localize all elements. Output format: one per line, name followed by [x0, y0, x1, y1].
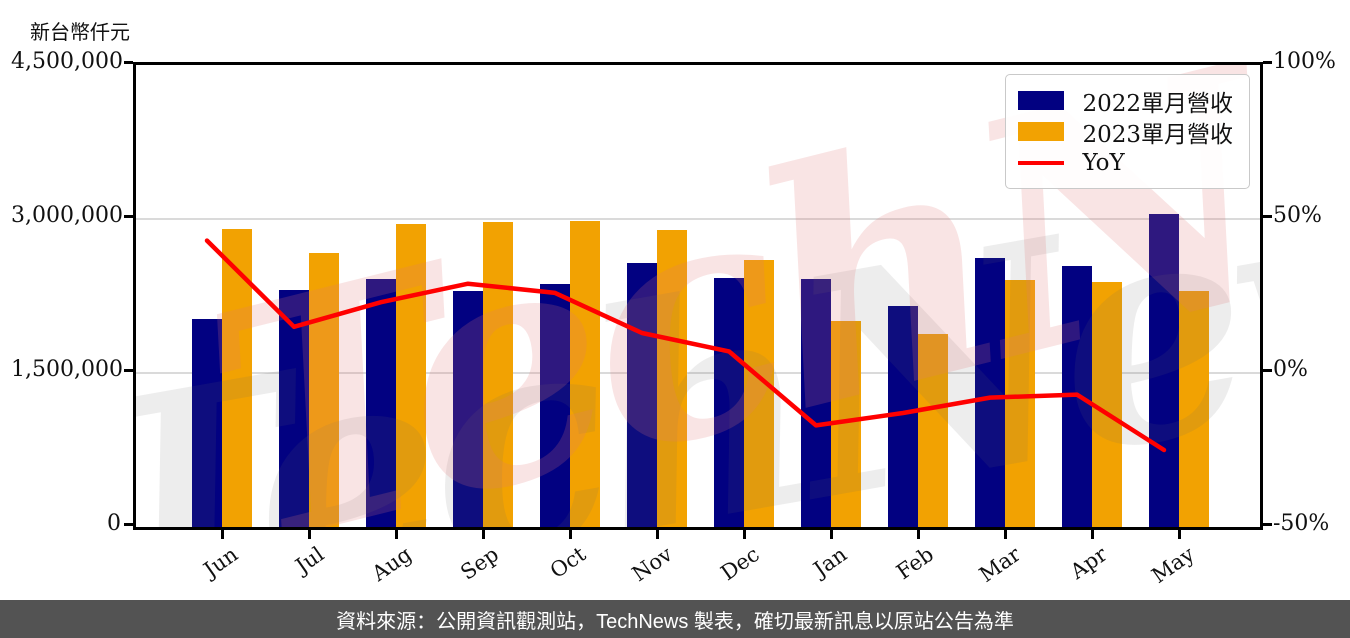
bar-2022單月營收-Mar [975, 258, 1005, 527]
yoy-line [204, 238, 1167, 453]
x-axis-label-jul: Jul [291, 542, 329, 579]
x-axis-tick [482, 530, 485, 539]
y-axis-tick [124, 523, 133, 526]
legend-label-2022: 2022單月營收 [1082, 90, 1233, 117]
bar-2023單月營收-Nov [657, 230, 687, 527]
bar-2023單月營收-Feb [918, 334, 948, 527]
right-axis-tick-label: 0% [1273, 357, 1308, 382]
y-axis-tick [124, 369, 133, 372]
bar-2022單月營收-Oct [540, 283, 570, 527]
plot-area: TechNews TechNews 2022單月營收 2023單月營收 YoY [133, 62, 1263, 530]
x-axis-label-jan: Jan [808, 542, 851, 582]
bar-2022單月營收-Jul [279, 289, 309, 527]
legend-label-2023: 2023單月營收 [1082, 121, 1233, 148]
x-axis-label-apr: Apr [1066, 542, 1112, 584]
y-axis-tick-label: 1,500,000 [11, 357, 123, 382]
bar-2023單月營收-Sep [483, 222, 513, 527]
legend-item-yoy: YoY [1018, 147, 1233, 178]
legend-label-yoy: YoY [1082, 149, 1125, 176]
x-axis-label-aug: Aug [367, 542, 416, 586]
x-axis-label-mar: Mar [974, 542, 1025, 587]
bar-2023單月營收-Aug [396, 224, 426, 527]
bar-2022單月營收-Nov [627, 263, 657, 527]
legend-swatch-2023 [1018, 122, 1065, 141]
x-axis-label-feb: Feb [891, 542, 938, 585]
right-axis-tick [1263, 523, 1272, 526]
x-axis-tick [1178, 530, 1181, 539]
bar-2023單月營收-Apr [1092, 281, 1122, 527]
gridline [136, 372, 1260, 374]
gridline [136, 218, 1260, 220]
legend-item-2023: 2023單月營收 [1018, 116, 1233, 148]
right-axis-tick-label: 50% [1273, 203, 1322, 228]
x-axis-label-jun: Jun [198, 542, 242, 583]
x-axis-tick [395, 530, 398, 539]
x-axis-tick [221, 530, 224, 539]
x-axis-tick [1004, 530, 1007, 539]
bar-2023單月營收-Oct [570, 221, 600, 527]
bar-2022單月營收-Dec [714, 277, 744, 527]
right-axis-tick-label: 100% [1273, 49, 1336, 74]
bar-2023單月營收-Mar [1005, 279, 1035, 527]
right-axis-tick [1263, 369, 1272, 372]
bar-2022單月營收-May [1149, 213, 1179, 527]
bar-2023單月營收-Jul [309, 252, 339, 527]
legend: 2022單月營收 2023單月營收 YoY [1005, 74, 1250, 189]
y-axis-tick [124, 61, 133, 64]
footer-text: 資料來源：公開資訊觀測站，TechNews 製表，確切最新訊息以原站公告為準 [336, 610, 1014, 633]
x-axis-label-dec: Dec [716, 542, 764, 586]
x-axis-label-nov: Nov [627, 542, 677, 587]
x-axis-tick [830, 530, 833, 539]
x-axis-tick [1091, 530, 1094, 539]
bar-2022單月營收-Sep [453, 290, 483, 527]
x-axis-tick [656, 530, 659, 539]
x-axis-tick [743, 530, 746, 539]
legend-swatch-2022 [1018, 91, 1065, 110]
y-axis-tick [124, 215, 133, 218]
y-axis-tick-label: 0 [107, 511, 121, 536]
right-axis-tick [1263, 215, 1272, 218]
bar-2023單月營收-May [1179, 290, 1209, 527]
bar-2022單月營收-Aug [366, 278, 396, 527]
right-axis-tick-label: -50% [1273, 511, 1330, 536]
bar-2022單月營收-Jun [192, 318, 222, 527]
y-axis-title: 新台幣仟元 [30, 20, 130, 44]
y-axis-tick-label: 3,000,000 [11, 203, 123, 228]
x-axis-tick [569, 530, 572, 539]
x-axis-tick [917, 530, 920, 539]
y-axis-tick-label: 4,500,000 [11, 49, 123, 74]
footer-bar: 資料來源：公開資訊觀測站，TechNews 製表，確切最新訊息以原站公告為準 [0, 600, 1350, 638]
bar-2022單月營收-Jan [801, 278, 831, 527]
x-axis-label-may: May [1147, 542, 1199, 588]
legend-line-swatch-yoy [1018, 160, 1065, 165]
x-axis-label-oct: Oct [545, 542, 590, 584]
legend-item-2022: 2022單月營收 [1018, 85, 1233, 117]
right-axis-tick [1263, 61, 1272, 64]
bar-2023單月營收-Dec [744, 260, 774, 527]
x-axis-label-sep: Sep [456, 542, 503, 585]
x-axis-tick [308, 530, 311, 539]
